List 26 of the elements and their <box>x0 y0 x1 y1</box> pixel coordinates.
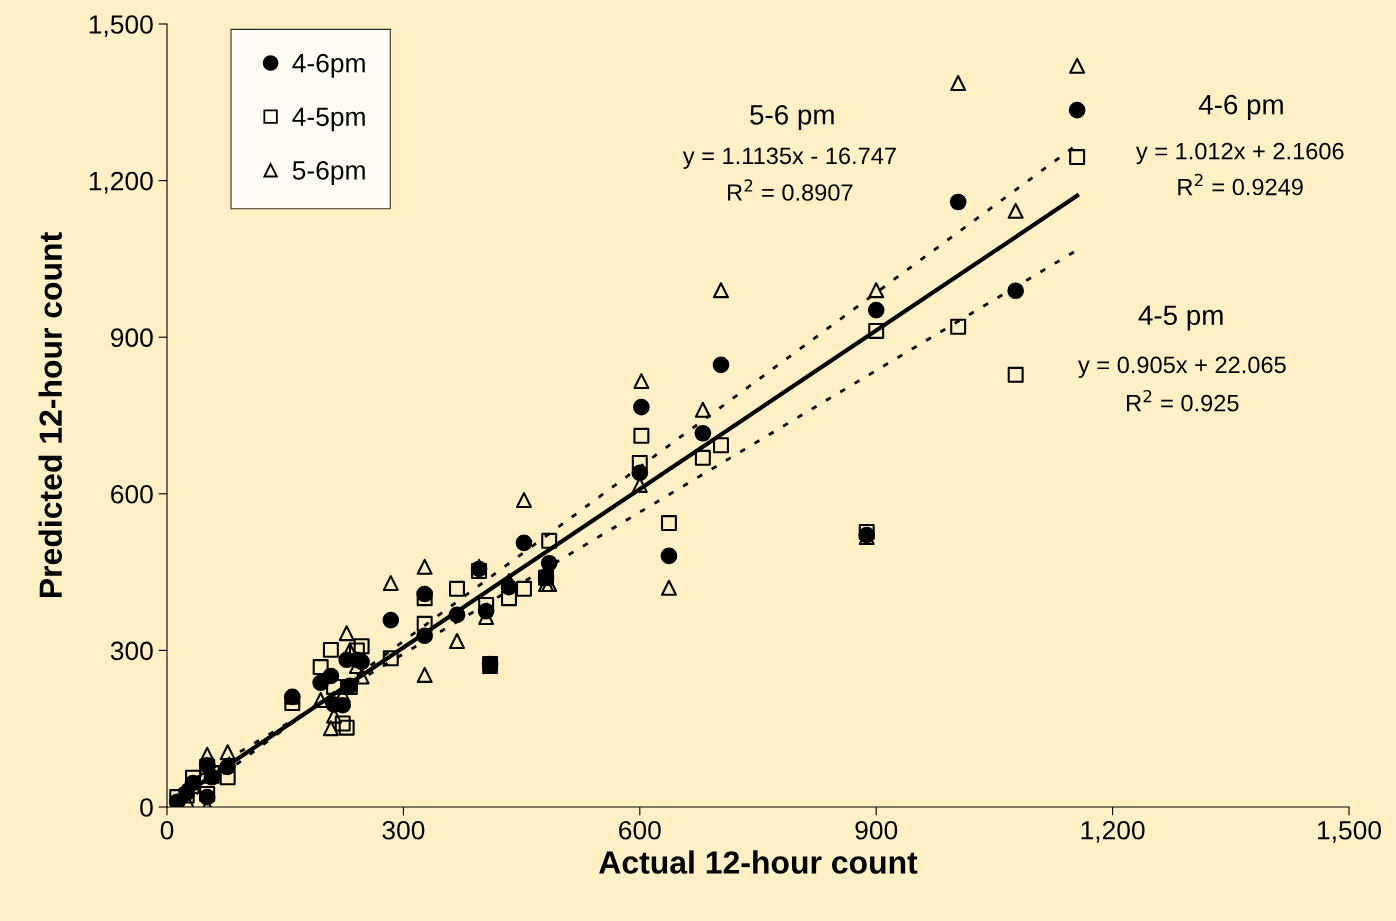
annotation: 5-6 pm <box>750 104 834 131</box>
annotation: y = 0.905x + 22.065 <box>1078 356 1286 378</box>
x-tick-label: 900 <box>855 820 898 840</box>
y-tick-label: 900 <box>111 328 153 348</box>
annotation: 4-6 pm <box>1198 94 1283 120</box>
legend-label: 4-5pm <box>292 107 365 132</box>
annotation: 4-5 pm <box>1138 305 1223 331</box>
y-axis-title: Predicted 12-hour count <box>38 232 63 598</box>
x-axis-title: Actual 12-hour count <box>599 850 918 874</box>
y-tick-label: 1,500 <box>89 15 153 37</box>
y-tick-label: 300 <box>110 641 153 661</box>
x-tick-label: 300 <box>382 820 425 840</box>
y-tick-label: 600 <box>111 484 153 504</box>
legend-label: 4-6pm <box>292 53 365 78</box>
x-tick-label: 1,200 <box>1081 820 1145 843</box>
annotation: y = 1.012x + 2.1606 <box>1135 142 1344 165</box>
x-tick-label: 0 <box>160 820 174 840</box>
annotation: R$^{2}$ = 0.8907 <box>727 179 853 201</box>
y-tick-label: 1,200 <box>89 171 153 194</box>
x-tick-label: 1,500 <box>1318 820 1381 843</box>
y-tick-label: 0 <box>140 798 153 817</box>
annotation: R$^{2}$ = 0.925 <box>1127 389 1239 412</box>
annotation: y = 1.1135x - 16.747 <box>682 147 896 169</box>
x-tick-label: 600 <box>619 820 661 840</box>
annotation: R$^{2}$ = 0.9249 <box>1178 173 1303 196</box>
legend-label: 5-6pm <box>292 161 365 185</box>
